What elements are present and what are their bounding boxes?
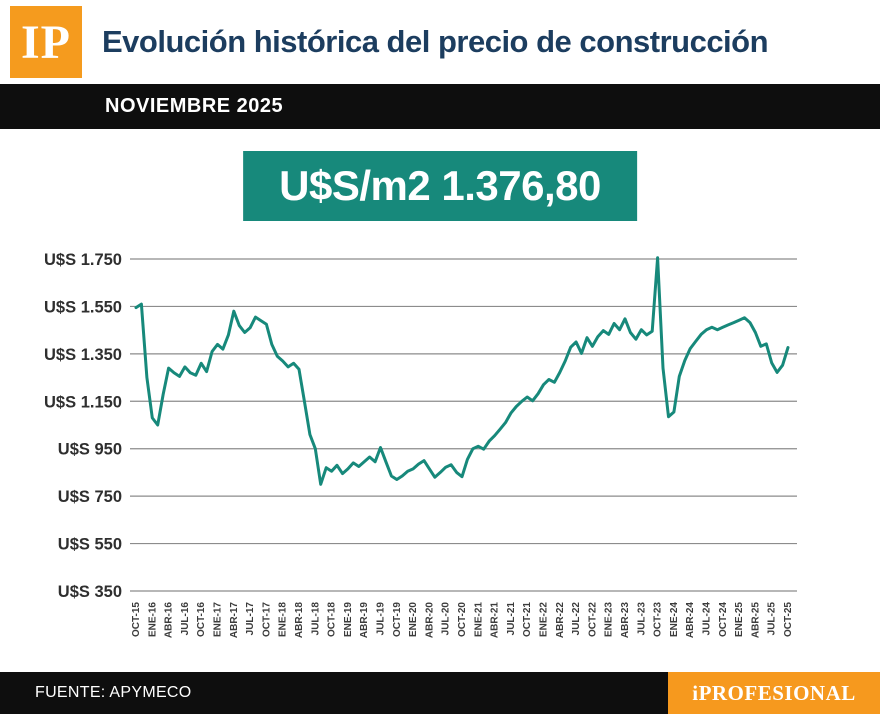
x-axis-tick-label: ABR-21 <box>490 602 501 639</box>
y-axis-tick-label: U$S 550 <box>58 536 122 554</box>
x-axis-tick-label: JUL-21 <box>506 602 517 636</box>
x-axis-tick-label: ABR-23 <box>620 602 631 639</box>
x-axis-tick-label: OCT-17 <box>261 602 272 637</box>
x-axis-tick-label: ABR-22 <box>555 602 566 639</box>
x-axis-tick-label: ENE-16 <box>147 602 158 637</box>
x-axis-tick-label: ABR-17 <box>229 602 240 639</box>
x-axis-tick-label: ENE-20 <box>408 602 419 637</box>
x-axis-tick-label: OCT-22 <box>587 602 598 637</box>
x-axis-tick-label: ABR-16 <box>164 602 175 639</box>
y-axis-tick-label: U$S 350 <box>58 583 122 601</box>
y-axis-tick-label: U$S 1.350 <box>44 346 122 364</box>
ip-logo-text: IP <box>21 15 71 69</box>
x-axis-tick-label: JUL-23 <box>636 602 647 636</box>
x-axis-tick-label: JUL-25 <box>767 602 778 636</box>
page-title: Evolución histórica del precio de constr… <box>102 24 769 59</box>
x-axis-tick-label: JUL-19 <box>376 602 387 636</box>
x-axis-tick-label: OCT-25 <box>783 602 794 637</box>
period-bar: NOVIEMBRE 2025 <box>0 84 880 129</box>
x-axis-tick-label: OCT-19 <box>392 602 403 637</box>
x-axis-tick-label: ENE-22 <box>539 602 550 637</box>
x-axis-tick-label: JUL-20 <box>441 602 452 636</box>
x-axis-tick-label: ENE-24 <box>669 602 680 637</box>
x-axis-tick-label: ENE-17 <box>213 602 224 637</box>
x-axis-tick-label: ENE-23 <box>604 602 615 637</box>
x-axis-tick-label: ENE-21 <box>473 602 484 637</box>
source-label: FUENTE: APYMECO <box>35 684 192 701</box>
x-axis-tick-label: OCT-21 <box>522 602 533 637</box>
x-axis-tick-label: ABR-18 <box>294 602 305 639</box>
ip-logo: IP <box>10 6 82 78</box>
period-label: NOVIEMBRE 2025 <box>105 95 284 117</box>
header: IP Evolución histórica del precio de con… <box>0 0 880 84</box>
x-axis-tick-label: OCT-20 <box>457 602 468 637</box>
x-axis-tick-label: ABR-25 <box>750 602 761 639</box>
y-axis-tick-label: U$S 1.150 <box>44 393 122 411</box>
y-axis-tick-label: U$S 950 <box>58 441 122 459</box>
current-price-value: U$S/m2 1.376,80 <box>279 162 601 209</box>
x-axis-tick-label: ABR-19 <box>359 602 370 639</box>
x-axis-tick-label: ENE-19 <box>343 602 354 637</box>
x-axis-tick-label: OCT-16 <box>196 602 207 637</box>
footer: FUENTE: APYMECO iPROFESIONAL <box>0 672 880 714</box>
y-axis-tick-label: U$S 1.550 <box>44 298 122 316</box>
x-axis-tick-label: JUL-16 <box>180 602 191 636</box>
x-axis-tick-label: OCT-15 <box>131 602 142 637</box>
x-axis-tick-label: JUL-17 <box>245 602 256 636</box>
price-line-series <box>134 256 790 486</box>
current-price-box: U$S/m2 1.376,80 <box>243 151 637 221</box>
x-axis-tick-label: JUL-24 <box>702 602 713 636</box>
x-axis-tick-label: OCT-24 <box>718 602 729 637</box>
price-history-chart: U$S 1.750 U$S 1.550 U$S 1.350 U$S 1.150 U$S … <box>0 248 880 672</box>
x-axis-tick-label: OCT-23 <box>653 602 664 637</box>
iprofesional-brand-block: iPROFESIONAL <box>668 672 880 714</box>
price-history-chart-svg: U$S 1.750 U$S 1.550 U$S 1.350 U$S 1.150 U$S … <box>44 251 797 639</box>
y-axis-tick-label: U$S 750 <box>58 488 122 506</box>
x-axis-tick-label: JUL-18 <box>310 602 321 636</box>
x-axis-tick-label: ENE-25 <box>734 602 745 637</box>
x-axis-tick-label: ABR-24 <box>685 602 696 639</box>
x-axis-tick-label: JUL-22 <box>571 602 582 636</box>
x-axis-tick-label: ABR-20 <box>424 602 435 639</box>
y-axis-tick-label: U$S 1.750 <box>44 251 122 269</box>
x-axis-tick-label: ENE-18 <box>278 602 289 637</box>
iprofesional-brand-text: iPROFESIONAL <box>692 680 856 705</box>
x-axis-tick-label: OCT-18 <box>327 602 338 637</box>
